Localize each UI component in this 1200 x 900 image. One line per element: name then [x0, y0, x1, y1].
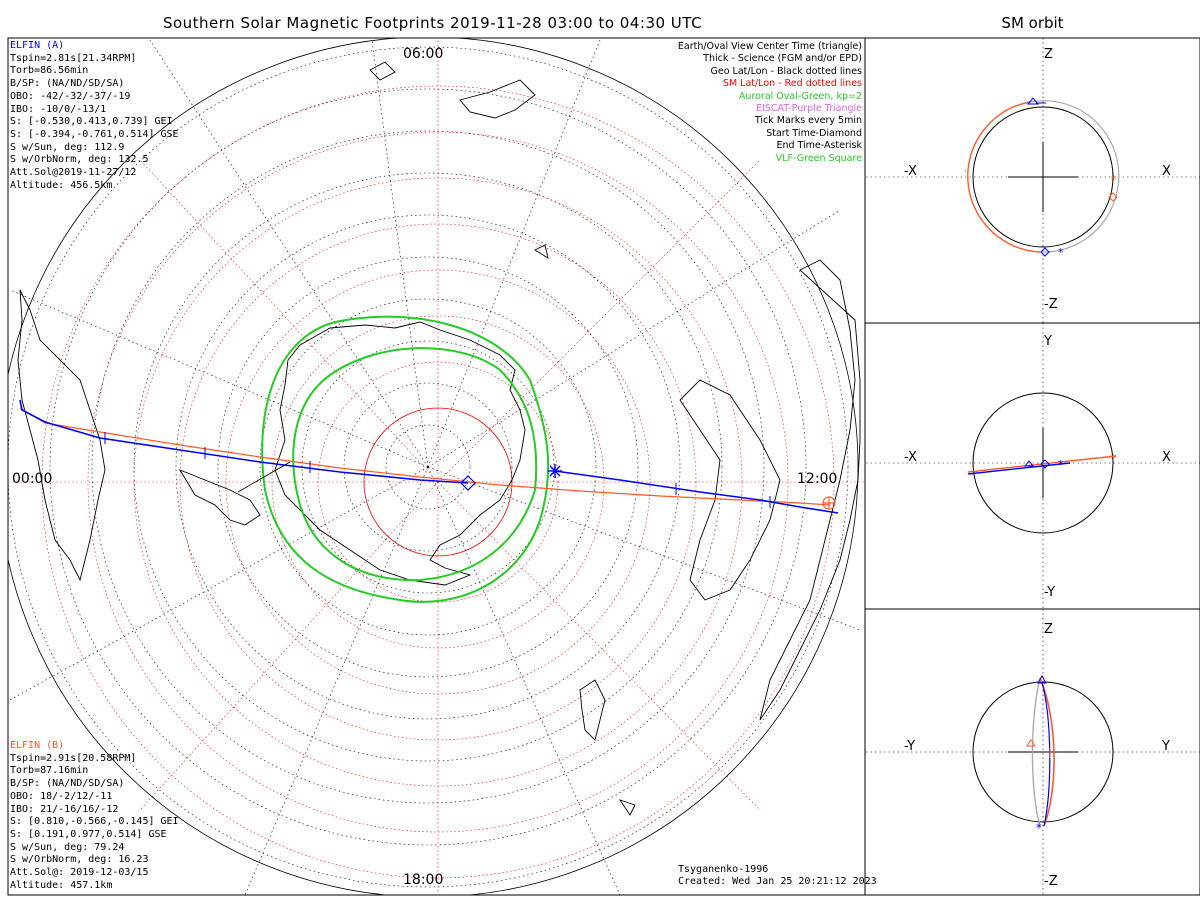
- time-label-left: 00:00: [12, 471, 52, 487]
- elfin-a-line: IBO: -10/0/-13/1: [10, 103, 107, 115]
- elfin-a-info: ELFIN (A) Tspin=2.81s[21.34RPM] Torb=86.5…: [10, 40, 179, 192]
- panel1-right-label: X: [1162, 164, 1171, 179]
- elfin-b-name: ELFIN (B): [10, 740, 65, 751]
- time-label-bottom: 18:00: [403, 872, 443, 888]
- panel2-right-label: X: [1162, 450, 1171, 465]
- end-asterisk: [548, 464, 562, 478]
- legend-entry: Thick - Science (FGM and/or EPD): [703, 53, 862, 65]
- start-diamond: [460, 475, 476, 491]
- orbit-panel-title: SM orbit: [1001, 14, 1064, 32]
- elfin-b-info: ELFIN (B) Tspin=2.91s[20.58RPM] Torb=87.1…: [10, 740, 179, 892]
- legend: Earth/Oval View Center Time (triangle) Th…: [678, 41, 862, 165]
- elfin-b-line: Altitude: 457.1km: [10, 879, 113, 891]
- created-credit: Created: Wed Jan 25 20:21:12 2023: [678, 876, 877, 887]
- end-asterisk-b: [822, 496, 836, 510]
- svg-text:*: *: [1111, 452, 1117, 465]
- svg-text:*: *: [1036, 821, 1042, 835]
- credits: Tsyganenko-1996 Created: Wed Jan 25 20:2…: [678, 864, 877, 888]
- elfin-a-track: [19, 399, 469, 484]
- elfin-b-line: Att.Sol@: 2019-12-03/15: [10, 867, 149, 879]
- panel3-left-label: -Y: [904, 739, 915, 754]
- tick-marks: [104, 432, 771, 508]
- legend-entry: EISCAT-Purple Triangle: [756, 103, 862, 115]
- orbit-panel-xy: * *: [866, 323, 1200, 609]
- svg-text:*: *: [1058, 246, 1064, 259]
- panel2-left-label: -X: [904, 450, 917, 465]
- auroral-oval: [261, 315, 550, 603]
- svg-text:*: *: [1111, 173, 1117, 186]
- panel1-top-label: Z: [1044, 47, 1053, 62]
- panel1-left-label: -X: [904, 164, 917, 179]
- legend-entry: Earth/Oval View Center Time (triangle): [677, 41, 862, 52]
- legend-entry: Auroral Oval-Green, kp=2: [738, 90, 862, 102]
- elfin-b-line: S: [0.191,0.977,0.514] GSE: [10, 828, 167, 840]
- panel2-top-label: Y: [1043, 334, 1052, 349]
- view-center-line: [237, 461, 291, 493]
- plot-title: Southern Solar Magnetic Footprints 2019-…: [162, 14, 703, 32]
- legend-entry: Start Time-Diamond: [766, 127, 862, 139]
- time-label-top: 06:00: [403, 46, 443, 62]
- orbit-panel-yz: *: [866, 609, 1200, 895]
- svg-text:*: *: [1058, 458, 1064, 471]
- elfin-a-line: S w/OrbNorm, deg: 132.5: [10, 154, 149, 166]
- elfin-a-name: ELFIN (A): [10, 40, 65, 51]
- horizon-circle: [8, 38, 859, 895]
- elfin-b-line: Torb=87.16min: [10, 765, 89, 777]
- elfin-a-line: S w/Sun, deg: 112.9: [10, 141, 125, 153]
- geo-latlon-grid: [8, 39, 861, 895]
- orbit-frame: [864, 37, 1200, 896]
- panel3-top-label: Z: [1044, 622, 1053, 637]
- legend-entry: Tick Marks every 5min: [754, 115, 862, 127]
- elfin-b-line: IBO: 21/-16/16/-12: [10, 803, 119, 815]
- panel2-bottom-label: -Y: [1044, 585, 1055, 600]
- elfin-b-line: OBO: 18/-2/12/-11: [10, 790, 113, 802]
- elfin-b-line: S w/OrbNorm, deg: 16.23: [10, 854, 149, 866]
- elfin-a-track-2: [554, 470, 839, 514]
- legend-entry: VLF-Green Square: [775, 152, 862, 164]
- elfin-a-line: S: [-0.394,-0.761,0.514] GSE: [10, 128, 179, 140]
- elfin-a-line: B/SP: (NA/ND/SD/SA): [10, 78, 125, 90]
- legend-entry: Geo Lat/Lon - Black dotted lines: [710, 65, 862, 77]
- orbit-panel-xz: * * ·: [866, 38, 1200, 323]
- panel3-right-label: Y: [1161, 739, 1170, 754]
- sm-inner-circle: [363, 407, 513, 557]
- time-label-right: 12:00: [797, 471, 837, 487]
- elfin-b-line: B/SP: (NA/ND/SD/SA): [10, 778, 125, 790]
- panel3-bottom-label: -Z: [1044, 874, 1058, 889]
- elfin-b-line: S: [0.810,-0.566,-0.145] GEI: [10, 816, 179, 828]
- svg-text:·: ·: [964, 167, 967, 177]
- elfin-a-line: Att.Sol@2019-11-27/12: [10, 167, 137, 179]
- elfin-a-line: Altitude: 456.5km: [10, 179, 113, 191]
- elfin-a-line: Tspin=2.81s[21.34RPM]: [10, 52, 137, 64]
- elfin-b-track: [19, 407, 831, 506]
- legend-entry: SM Lat/Lon - Red dotted lines: [722, 78, 862, 90]
- elfin-b-line: S w/Sun, deg: 79.24: [10, 841, 125, 853]
- coastlines: [17, 61, 861, 816]
- legend-entry: End Time-Asterisk: [776, 140, 862, 152]
- elfin-b-line: Tspin=2.91s[20.58RPM]: [10, 752, 137, 764]
- elfin-a-line: S: [-0.530,0.413,0.739] GEI: [10, 116, 173, 128]
- elfin-a-line: OBO: -42/-32/-37/-19: [10, 90, 131, 102]
- elfin-a-line: Torb=86.56min: [10, 65, 89, 77]
- panel1-bottom-label: -Z: [1044, 297, 1058, 312]
- model-credit: Tsyganenko-1996: [678, 864, 769, 875]
